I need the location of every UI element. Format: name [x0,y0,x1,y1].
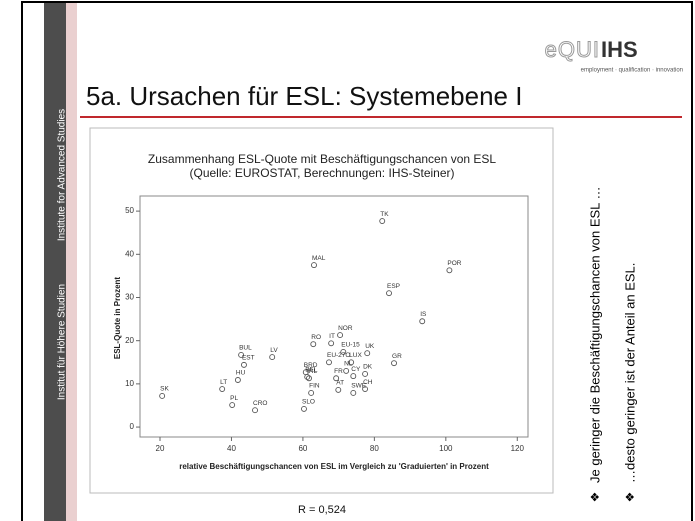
caption: R = 0,524 [298,504,346,516]
point-label: TK [380,211,389,218]
point [350,373,357,380]
chart-title: Zusammenhang ESL-Quote mit Beschäftigung… [148,152,497,166]
point-label: DK [363,364,373,371]
note-text: …desto geringer ist der Anteil an ESL. [622,263,637,483]
point-label: ESP [387,283,400,290]
x-tick-label: 80 [370,444,379,453]
slide-title: 5a. Ursachen für ESL: Systemebene I [86,81,522,111]
point [386,290,392,297]
point-label: POR [447,260,461,267]
y-tick-label: 50 [125,206,134,215]
point [304,374,311,380]
point [391,360,397,367]
y-tick-label: 40 [125,249,134,258]
sidebar-text: Institute for Advanced Studies [57,109,68,241]
logo-brand: IHS [601,37,638,62]
note-text: Je geringer die Beschäftigungschancen vo… [587,186,602,483]
point-label: SK [160,386,169,393]
point-label: FR [334,368,343,375]
point [379,218,386,225]
y-tick-label: 30 [125,293,134,302]
point [328,340,335,347]
point-label: PL [230,395,238,402]
point [241,361,247,368]
logo-tagline: employment · qualification · innovation [581,68,683,74]
sidebar [44,3,66,521]
point [335,386,342,393]
point [337,332,344,339]
point-label: MAL [312,255,326,262]
point-label: CRO [253,400,267,407]
point-label: LUX [349,352,362,359]
point [238,351,245,358]
point [159,393,166,399]
point [326,359,332,366]
point-label: CH [363,379,373,386]
point-label: FIN [309,383,320,390]
x-tick-label: 60 [298,444,307,453]
note-marker: ❖ [588,492,602,503]
point-label: AT [336,380,344,387]
sidebar-text: Institut für Höhere Studien [57,284,68,400]
point-label: UK [365,343,375,350]
x-tick-label: 120 [511,444,525,453]
point-label: EST [242,355,255,362]
point [333,375,340,382]
point-label: NL [344,361,353,368]
point [234,377,241,383]
point [446,267,453,274]
point-label: SLO [302,399,315,406]
point-label: BUL [239,345,252,352]
note-marker: ❖ [623,492,637,503]
point [348,359,355,366]
point [301,405,307,412]
point [350,389,357,396]
y-tick-label: 20 [125,336,134,345]
point-label: SWE [351,383,366,390]
point-label: HU [236,370,246,377]
point [362,386,369,393]
point [252,407,258,414]
point-label: LT [220,379,227,386]
x-axis-label: relative Beschäftigungschancen von ESL i… [179,462,489,471]
y-tick-label: 0 [130,422,135,431]
point-label: GR [392,353,402,360]
point-label: IT [329,333,335,340]
plot-frame [139,195,529,438]
point [310,341,317,348]
point [419,318,426,325]
point [269,354,276,361]
point-label: IS [420,311,427,318]
point [308,389,315,396]
point-label: IRL [307,368,318,375]
point [311,262,317,269]
point-label: CY [351,366,361,373]
point-label: EU-15 [341,342,360,349]
point-label: BEL [305,367,318,374]
x-tick-label: 100 [439,444,453,453]
point-label: EU-27O [327,352,350,359]
x-tick-label: 20 [156,444,165,453]
sidebar-stripe [66,3,77,521]
point [362,370,369,377]
point-label: LV [270,347,278,354]
point-label: BRD [304,362,318,369]
chart-subtitle: (Quelle: EUROSTAT, Berechnungen: IHS-Ste… [190,166,455,180]
logo-mark: eQUI [545,37,600,62]
x-tick-label: 40 [227,444,236,453]
point [306,375,312,382]
y-tick-label: 10 [125,379,134,388]
point [219,386,226,393]
point-label: NOR [338,325,353,332]
point [340,348,347,355]
point-label: RO [311,334,321,341]
y-axis-label: ESL-Quote in Prozent [113,277,122,360]
point [229,402,236,408]
point [364,350,371,357]
point [343,367,350,374]
